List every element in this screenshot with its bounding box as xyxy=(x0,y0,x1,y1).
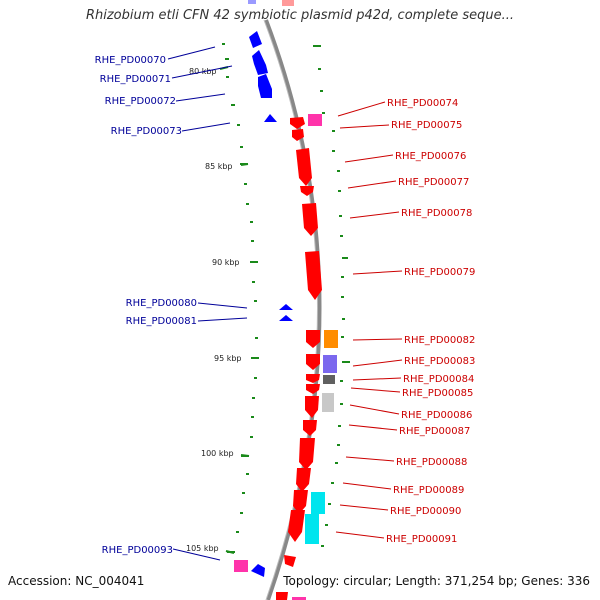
gene-arrow-rhe-pd00071[interactable] xyxy=(252,50,268,75)
accession-value: NC_004041 xyxy=(75,574,145,588)
gene-arrow-rhe-pd00093[interactable] xyxy=(251,564,265,577)
cog-block-cyan-1 xyxy=(311,492,325,514)
gene-arrow-rhe-pd00084[interactable] xyxy=(306,374,320,383)
gene-fragment-top xyxy=(282,0,294,6)
forward-gene-labels: RHE_PD00074 RHE_PD00075 RHE_PD00076 RHE_… xyxy=(386,98,475,545)
reverse-label-leaders xyxy=(167,46,248,561)
gene-label-rhe-pd00081[interactable]: RHE_PD00081 xyxy=(126,316,197,327)
gene-label-rhe-pd00076[interactable]: RHE_PD00076 xyxy=(395,151,466,162)
length-value: 371,254 bp xyxy=(444,574,514,588)
accession-info: Accession: NC_004041 xyxy=(8,574,144,588)
genes-value: 336 xyxy=(567,574,590,588)
gene-arrow-bottom-2[interactable] xyxy=(276,592,288,600)
gene-arrow-rhe-pd00086[interactable] xyxy=(305,396,319,418)
reverse-strand-genes xyxy=(249,31,293,577)
cog-block-pink xyxy=(308,114,322,126)
gene-label-rhe-pd00077[interactable]: RHE_PD00077 xyxy=(398,177,469,188)
gene-arrow-rhe-pd00074[interactable] xyxy=(290,117,305,129)
gene-label-rhe-pd00085[interactable]: RHE_PD00085 xyxy=(402,388,473,399)
cog-feature-blocks xyxy=(234,114,338,600)
gene-arrow-rhe-pd00073[interactable] xyxy=(264,114,277,122)
gene-arrow-rhe-pd00075[interactable] xyxy=(292,129,304,141)
gene-arrow-rhe-pd00091[interactable] xyxy=(288,510,305,542)
gene-arrow-rhe-pd00088[interactable] xyxy=(299,438,315,470)
gene-label-rhe-pd00073[interactable]: RHE_PD00073 xyxy=(111,126,182,137)
gene-fragment-top-2 xyxy=(248,0,256,4)
gene-arrow-rhe-pd00081[interactable] xyxy=(279,315,293,321)
gene-arrow-rhe-pd00089[interactable] xyxy=(296,468,311,492)
gene-label-rhe-pd00089[interactable]: RHE_PD00089 xyxy=(393,485,464,496)
gene-label-rhe-pd00079[interactable]: RHE_PD00079 xyxy=(404,267,475,278)
gene-label-rhe-pd00075[interactable]: RHE_PD00075 xyxy=(391,120,462,131)
cog-block-orange xyxy=(324,330,338,348)
tick-label-105kbp: 105 kbp xyxy=(186,544,219,553)
cog-block-cyan-2 xyxy=(305,514,319,544)
gene-arrow-rhe-pd00077[interactable] xyxy=(300,186,314,196)
cog-block-pink-bottom-2 xyxy=(292,597,306,600)
gene-arrow-rhe-pd00087[interactable] xyxy=(303,420,317,436)
length-label: Length: xyxy=(395,574,441,588)
gene-label-rhe-pd00090[interactable]: RHE_PD00090 xyxy=(390,506,461,517)
gene-arrow-rhe-pd00085[interactable] xyxy=(306,384,320,394)
gene-label-rhe-pd00086[interactable]: RHE_PD00086 xyxy=(401,410,472,421)
plasmid-stats: Topology: circular; Length: 371,254 bp; … xyxy=(283,574,590,588)
tick-mark xyxy=(225,550,235,554)
accession-label: Accession: xyxy=(8,574,72,588)
scale-ticks: 80 kbp 85 kbp 90 kbp 95 kbp 100 kbp 105 … xyxy=(186,66,259,554)
reverse-gene-labels: RHE_PD00070 RHE_PD00071 RHE_PD00072 RHE_… xyxy=(95,55,197,556)
cog-block-purple xyxy=(323,355,337,373)
cog-block-darkgray xyxy=(323,375,335,384)
gene-arrow-rhe-pd00083[interactable] xyxy=(306,354,320,370)
cog-block-pink-bottom xyxy=(234,560,248,572)
gene-label-rhe-pd00093[interactable]: RHE_PD00093 xyxy=(102,545,173,556)
gene-label-rhe-pd00072[interactable]: RHE_PD00072 xyxy=(105,96,176,107)
gene-label-rhe-pd00078[interactable]: RHE_PD00078 xyxy=(401,208,472,219)
tick-label-95kbp: 95 kbp xyxy=(214,354,242,363)
gene-arrow-bottom-1[interactable] xyxy=(284,555,296,567)
gene-arrow-rhe-pd00080[interactable] xyxy=(279,304,293,310)
gene-label-rhe-pd00087[interactable]: RHE_PD00087 xyxy=(399,426,470,437)
gene-label-rhe-pd00074[interactable]: RHE_PD00074 xyxy=(387,98,458,109)
gene-arrow-rhe-pd00076[interactable] xyxy=(296,148,312,186)
gene-label-rhe-pd00083[interactable]: RHE_PD00083 xyxy=(404,356,475,367)
gene-label-rhe-pd00080[interactable]: RHE_PD00080 xyxy=(126,298,197,309)
gene-arrow-rhe-pd00078[interactable] xyxy=(302,203,318,236)
gene-label-rhe-pd00082[interactable]: RHE_PD00082 xyxy=(404,335,475,346)
genes-label: Genes: xyxy=(521,574,564,588)
tick-label-85kbp: 85 kbp xyxy=(205,162,233,171)
gc-content-track xyxy=(222,43,350,553)
forward-label-leaders xyxy=(335,101,403,539)
gene-arrow-rhe-pd00070[interactable] xyxy=(249,31,262,48)
tick-label-100kbp: 100 kbp xyxy=(201,449,234,458)
gene-label-rhe-pd00091[interactable]: RHE_PD00091 xyxy=(386,534,457,545)
gene-label-rhe-pd00088[interactable]: RHE_PD00088 xyxy=(396,457,467,468)
gene-arrow-rhe-pd00082[interactable] xyxy=(306,330,320,348)
gene-label-rhe-pd00071[interactable]: RHE_PD00071 xyxy=(100,74,171,85)
forward-strand-genes xyxy=(276,117,322,600)
tick-label-90kbp: 90 kbp xyxy=(212,258,240,267)
gene-label-rhe-pd00070[interactable]: RHE_PD00070 xyxy=(95,55,166,66)
gene-label-rhe-pd00084[interactable]: RHE_PD00084 xyxy=(403,374,474,385)
gene-arrow-rhe-pd00079[interactable] xyxy=(305,251,322,300)
topology-value: circular xyxy=(343,574,388,588)
gene-arrow-rhe-pd00090[interactable] xyxy=(293,490,308,514)
topology-label: Topology: xyxy=(283,574,340,588)
map-title: Rhizobium etli CFN 42 symbiotic plasmid … xyxy=(85,8,515,23)
tick-mark xyxy=(240,163,249,166)
cog-block-lightgray xyxy=(322,393,334,412)
gene-arrow-rhe-pd00072[interactable] xyxy=(258,74,272,98)
tick-mark xyxy=(240,454,250,457)
